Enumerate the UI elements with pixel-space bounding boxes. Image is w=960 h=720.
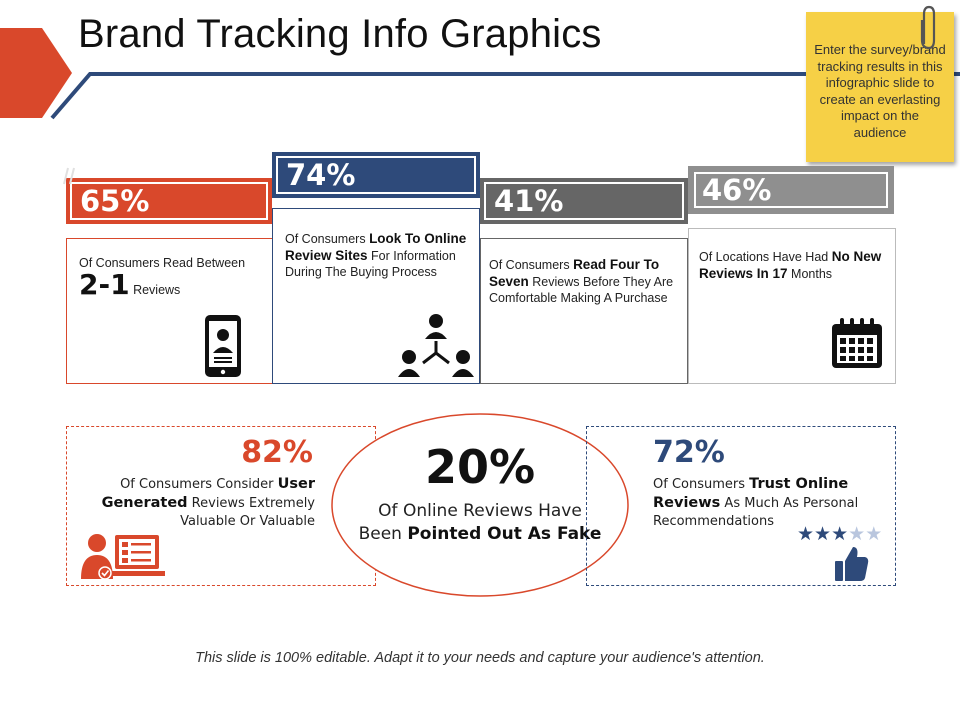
card-text-bold: Read Four To Seven — [489, 257, 660, 289]
stat-percent: 74% — [286, 158, 356, 192]
calendar-icon — [832, 318, 882, 368]
paperclip-icon — [920, 5, 936, 50]
user-computer-icon — [81, 534, 165, 580]
stat-percent: 41% — [494, 184, 564, 218]
stat-card-74: Of Consumers Look To Online Review Sites… — [272, 208, 480, 384]
stat-text-suffix: Reviews Extremely Valuable Or Valuable — [180, 496, 315, 529]
stat-text-bold: User Generated — [101, 476, 315, 511]
footer-note: This slide is 100% editable. Adapt it to… — [195, 650, 765, 666]
stat-label-41: 41% — [480, 178, 688, 224]
card-text-suffix: For Information During The Buying Proces… — [285, 248, 456, 280]
card-text-suffix: Reviews Before They Are Comfortable Maki… — [489, 274, 674, 306]
sticky-note: Enter the survey/brand tracking results … — [806, 12, 954, 162]
stat-text-suffix: As Much As Personal Recommendations — [653, 496, 859, 529]
thumbs-up-icon — [835, 547, 869, 581]
center-stat: 20% Of Online Reviews Have Been Pointed … — [330, 412, 630, 598]
smartphone-user-icon — [205, 315, 241, 377]
card-text-bold: No New Reviews In 17 — [699, 249, 882, 281]
stat-card-46: Of Locations Have Had No New Reviews In … — [688, 228, 896, 384]
stat-percent: 46% — [702, 173, 772, 207]
card-text-bottom: Reviews — [129, 283, 181, 297]
stat-text-prefix: Of Consumers Consider — [120, 477, 278, 492]
star-filled-icon: ★ — [831, 523, 849, 545]
center-percent: 20% — [424, 440, 536, 494]
page-title: Brand Tracking Info Graphics — [78, 12, 602, 56]
center-text-prefix: Of Online Reviews Have Been — [358, 501, 582, 544]
card-text-bold: Look To Online Review Sites — [285, 231, 467, 263]
star-empty-icon: ★ — [865, 523, 883, 545]
stat-label-74: 74% — [272, 152, 480, 198]
card-text-prefix: Of Consumers — [285, 232, 370, 246]
stat-percent: 65% — [80, 184, 150, 218]
star-filled-icon: ★ — [797, 523, 815, 545]
stat-label-65: 65% — [66, 178, 272, 224]
card-big-number: 2-1 — [79, 268, 130, 301]
header-divider-line — [50, 72, 960, 120]
network-people-icon — [398, 314, 474, 377]
stat-text-prefix: Of Consumers — [653, 477, 750, 492]
stat-box-82: 82% Of Consumers Consider User Generated… — [66, 426, 376, 586]
stat-percent: 72% — [653, 435, 725, 470]
card-text-prefix: Of Consumers — [489, 258, 574, 272]
star-empty-icon: ★ — [848, 523, 866, 545]
sticky-note-text: Enter the survey/brand tracking results … — [814, 42, 946, 140]
stat-text-bold: Trust Online Reviews — [653, 476, 849, 511]
card-text-suffix: Months — [787, 266, 833, 281]
stat-label-46: 46% — [688, 166, 894, 214]
stat-card-65: Of Consumers Read Between 2-1 Reviews — [66, 238, 274, 384]
stat-box-72: 72% Of Consumers Trust Online Reviews As… — [586, 426, 896, 586]
header-arrow-shape — [0, 28, 72, 118]
card-text-prefix: Of Locations Have Had — [699, 250, 832, 264]
card-text-top: Of Consumers Read Between — [79, 256, 246, 270]
star-rating: ★ ★ ★ ★ ★ — [797, 525, 882, 544]
chain-link-icon — [63, 167, 75, 185]
stat-card-41: Of Consumers Read Four To Seven Reviews … — [480, 238, 688, 384]
center-text-bold: Pointed Out As Fake — [407, 524, 602, 544]
center-ellipse — [331, 413, 629, 597]
star-filled-icon: ★ — [814, 523, 832, 545]
stat-percent: 82% — [241, 435, 313, 470]
